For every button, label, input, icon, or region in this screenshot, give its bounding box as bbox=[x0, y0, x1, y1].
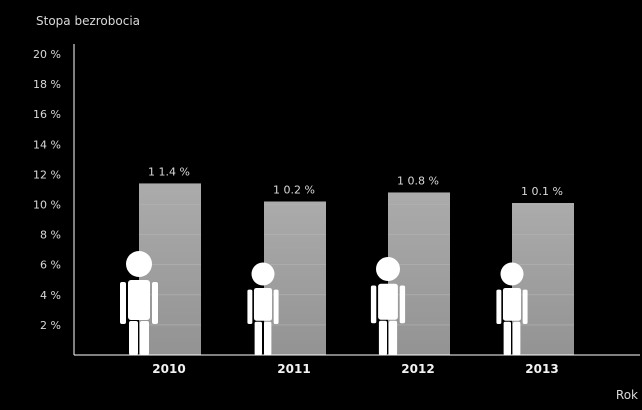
person-icon bbox=[496, 262, 528, 355]
x-tick-label: 2010 bbox=[152, 362, 185, 376]
y-tick-label: 4 % bbox=[40, 289, 61, 302]
y-tick-label: 8 % bbox=[40, 229, 61, 242]
y-tick-label: 20 % bbox=[33, 48, 61, 61]
x-axis-label: Rok bbox=[616, 388, 638, 402]
y-axis-ticks: 2 % 4 % 6 % 8 % 10 % 12 % 14 % 16 % 18 % 20 % bbox=[33, 48, 61, 332]
x-axis-ticks: 2010 2011 2012 2013 bbox=[152, 362, 558, 376]
y-tick-label: 6 % bbox=[40, 259, 61, 272]
data-label: 1 0.1 % bbox=[521, 185, 563, 198]
y-tick-label: 12 % bbox=[33, 168, 61, 181]
bar bbox=[264, 201, 326, 355]
y-axis-label: Stopa bezrobocia bbox=[36, 14, 140, 28]
data-label: 1 1.4 % bbox=[148, 165, 190, 178]
x-tick-label: 2013 bbox=[525, 362, 558, 376]
value-labels: 1 1.4 % 1 0.2 % 1 0.8 % 1 0.1 % bbox=[148, 165, 563, 198]
y-tick-label: 10 % bbox=[33, 199, 61, 212]
y-tick-label: 2 % bbox=[40, 319, 61, 332]
x-tick-label: 2012 bbox=[401, 362, 434, 376]
x-tick-label: 2011 bbox=[277, 362, 310, 376]
y-tick-label: 18 % bbox=[33, 78, 61, 91]
person-icon bbox=[120, 251, 158, 355]
person-icon bbox=[370, 257, 406, 355]
person-icon bbox=[247, 262, 279, 355]
y-tick-label: 14 % bbox=[33, 138, 61, 151]
data-label: 1 0.8 % bbox=[397, 174, 439, 187]
data-label: 1 0.2 % bbox=[273, 183, 315, 196]
person-figures bbox=[120, 251, 528, 355]
y-tick-label: 16 % bbox=[33, 108, 61, 121]
